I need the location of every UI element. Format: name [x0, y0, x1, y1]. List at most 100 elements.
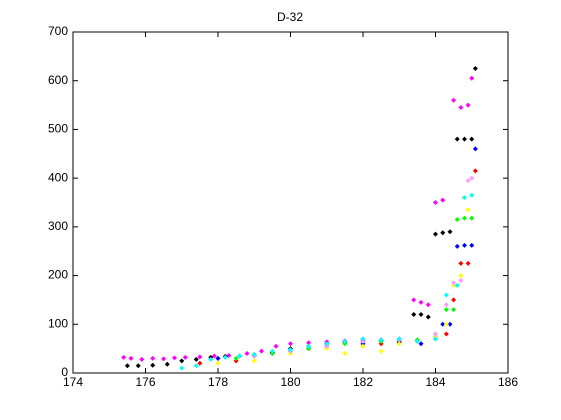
y-tick-label: 100 — [48, 316, 68, 330]
data-point — [222, 354, 228, 360]
y-tick-label: 600 — [48, 73, 68, 87]
data-point — [342, 338, 348, 344]
data-point — [458, 273, 464, 279]
data-point — [418, 341, 424, 347]
data-point — [251, 351, 257, 357]
x-tick-label: 186 — [498, 375, 518, 389]
y-tick-label: 300 — [48, 219, 68, 233]
data-point — [451, 97, 457, 103]
data-point — [458, 260, 464, 266]
data-point — [259, 348, 264, 354]
data-point — [433, 331, 438, 337]
data-point — [462, 215, 467, 221]
x-tick-label: 178 — [208, 375, 228, 389]
data-point — [172, 355, 177, 361]
data-point — [465, 102, 471, 108]
data-point — [378, 348, 384, 354]
data-point — [472, 168, 478, 174]
data-point — [425, 314, 431, 320]
data-point — [269, 348, 275, 354]
x-tick-label: 174 — [63, 375, 83, 389]
data-point — [454, 217, 460, 223]
data-point — [193, 356, 199, 362]
x-tick-label: 176 — [135, 375, 155, 389]
data-point — [226, 352, 232, 358]
data-point — [451, 297, 457, 303]
data-point — [472, 66, 478, 72]
data-point — [418, 312, 424, 318]
x-tick-label: 180 — [280, 375, 300, 389]
data-point — [465, 178, 471, 184]
data-point — [469, 75, 475, 81]
data-point — [469, 192, 475, 198]
data-point — [193, 363, 199, 369]
data-point — [164, 361, 170, 367]
data-point — [443, 321, 449, 327]
data-point — [215, 360, 221, 366]
data-point — [469, 215, 475, 221]
data-point — [454, 243, 460, 249]
y-tick-label: 200 — [48, 268, 68, 282]
data-point — [443, 331, 449, 337]
data-point — [324, 341, 330, 347]
data-point — [237, 353, 243, 359]
data-point — [197, 360, 203, 366]
data-point — [451, 307, 457, 313]
data-point — [233, 355, 239, 361]
data-point — [211, 353, 217, 359]
data-point — [396, 341, 402, 347]
data-point — [378, 337, 384, 343]
data-point — [447, 229, 453, 235]
data-point — [465, 207, 471, 213]
y-tick-label: 0 — [61, 365, 68, 379]
data-point — [462, 195, 467, 201]
data-point — [447, 321, 453, 327]
data-point — [469, 175, 475, 181]
data-point — [161, 356, 167, 362]
data-point — [360, 336, 366, 342]
data-point — [288, 341, 293, 347]
x-tick-label: 182 — [353, 375, 373, 389]
data-point — [440, 321, 446, 327]
data-point — [251, 358, 257, 364]
data-point — [244, 351, 250, 357]
data-point — [433, 231, 438, 237]
data-point — [124, 363, 130, 369]
data-point — [121, 354, 127, 360]
data-point — [454, 136, 460, 142]
data-point — [443, 302, 449, 308]
data-point — [179, 358, 185, 364]
data-point — [454, 282, 460, 288]
data-point — [215, 355, 221, 361]
data-point — [433, 336, 438, 342]
y-tick-label: 500 — [48, 122, 68, 136]
data-point — [411, 312, 417, 318]
data-point — [465, 260, 471, 266]
data-point — [150, 355, 156, 361]
data-point — [360, 343, 366, 349]
data-point — [458, 277, 464, 283]
data-point — [396, 336, 402, 342]
data-point — [306, 340, 312, 346]
data-point — [458, 105, 464, 111]
data-point — [150, 362, 156, 368]
data-point — [273, 343, 279, 349]
data-point — [197, 354, 203, 360]
data-point — [139, 356, 145, 362]
data-point — [440, 197, 446, 203]
data-point — [288, 347, 293, 353]
data-point — [472, 146, 478, 152]
data-point — [462, 242, 467, 248]
data-point — [433, 200, 438, 205]
data-point — [443, 307, 449, 313]
data-point — [469, 136, 475, 142]
data-point — [469, 242, 475, 248]
data-point — [462, 136, 467, 142]
x-tick-label: 184 — [425, 375, 445, 389]
data-point — [306, 343, 312, 349]
y-tick-label: 700 — [48, 24, 68, 38]
chart-title: D-32 — [277, 10, 303, 24]
data-point — [411, 297, 417, 303]
